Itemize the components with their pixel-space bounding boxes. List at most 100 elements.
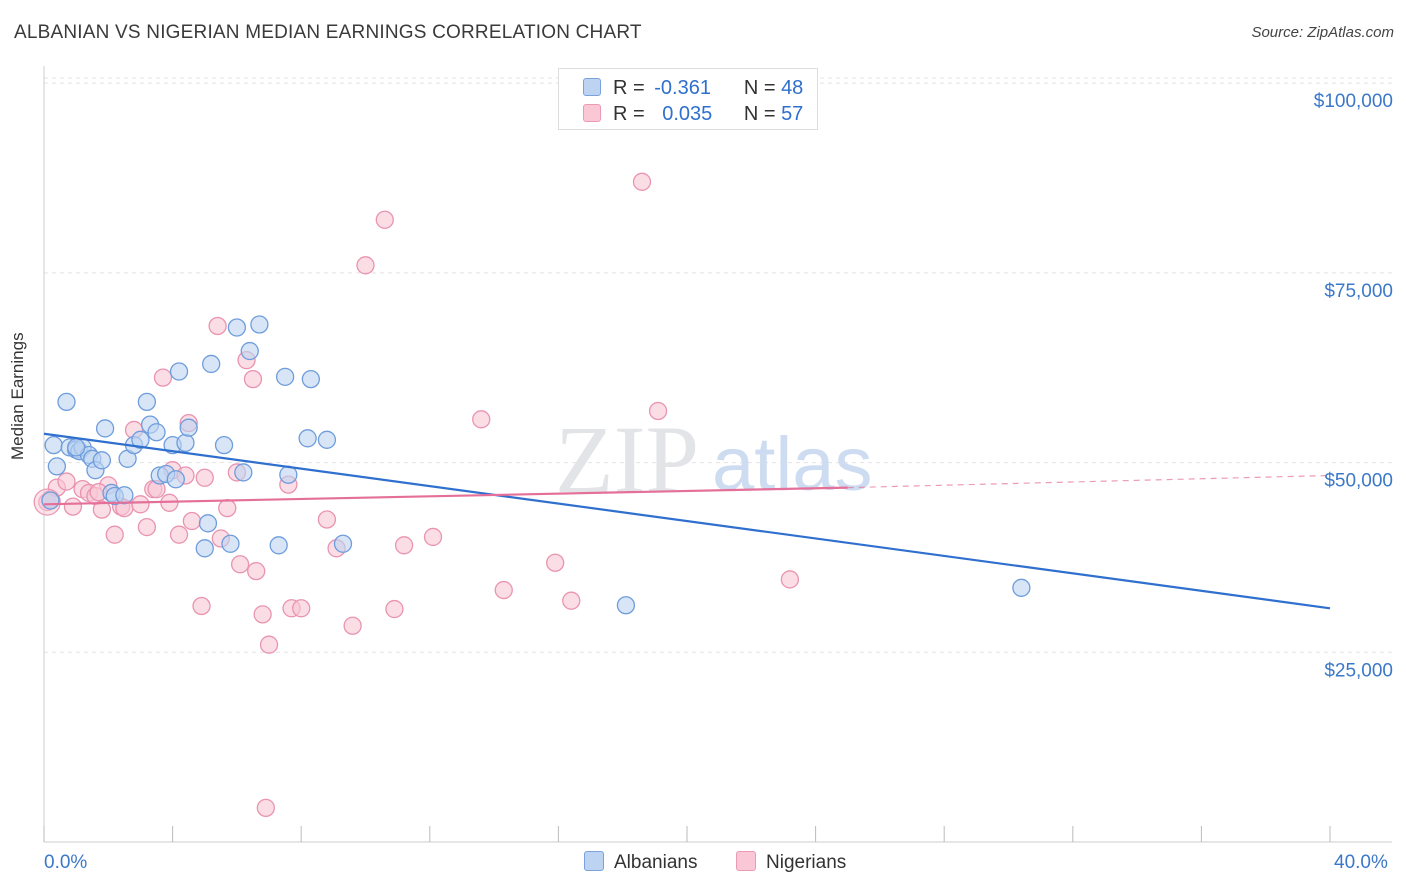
nigerian-point — [292, 599, 311, 618]
albanian-point — [57, 392, 76, 412]
nigerian-point — [394, 536, 414, 555]
nigerian-point — [648, 401, 668, 421]
albanian-point — [214, 435, 234, 455]
nigerian-trend-extension — [847, 474, 1331, 489]
albanian-point — [115, 486, 134, 505]
nigerian-point — [218, 498, 237, 518]
albanian-point — [298, 429, 317, 448]
nigerian-point — [131, 495, 150, 514]
stats-row-nigerian: R = 0.035 N = 57 — [583, 103, 803, 127]
albanian-point — [169, 362, 189, 381]
albanian-point — [202, 354, 221, 374]
y-axis-label: Median Earnings — [8, 332, 27, 460]
albanian-point — [44, 435, 63, 455]
stats-box: R = -0.361 N = 48 R = 0.035 N = 57 — [558, 68, 818, 130]
stats-row-albanian: R = -0.361 N = 48 — [583, 77, 803, 101]
nigerian-point — [208, 316, 227, 336]
nigerian-point — [343, 616, 362, 635]
albanian-point — [227, 318, 247, 337]
nigerian-point — [192, 596, 211, 616]
albanian-r-value: -0.361 — [654, 77, 711, 99]
albanian-point — [147, 423, 166, 442]
albanian-point — [221, 534, 240, 553]
albanian-point — [301, 369, 320, 389]
albanian-point — [240, 341, 259, 361]
chart-title: ALBANIAN VS NIGERIAN MEDIAN EARNINGS COR… — [14, 22, 642, 43]
nigerian-point — [562, 591, 581, 610]
albanian-point — [195, 539, 214, 558]
albanian-n-value: 48 — [781, 77, 804, 99]
nigerian-point — [137, 517, 157, 537]
nigerian-point — [317, 510, 337, 529]
watermark: ZIP atlas — [555, 406, 873, 513]
albanian-point — [137, 392, 157, 412]
nigerian-point — [472, 410, 491, 429]
nigerian-point — [63, 497, 83, 516]
albanian-point — [47, 457, 67, 476]
albanian-point — [176, 433, 195, 453]
nigerian-point — [105, 525, 124, 544]
nigerian-r-value: 0.035 — [662, 103, 713, 125]
legend-albanians-label: Albanians — [614, 852, 698, 873]
nigerian-point — [385, 599, 404, 619]
nigerian-point — [92, 500, 112, 519]
nigerian-point — [259, 635, 279, 654]
legend-nigerians[interactable]: Nigerians — [736, 851, 846, 874]
nigerian-trend-line — [43, 486, 848, 506]
x-tick-min: 0.0% — [44, 852, 88, 873]
nigerian-point — [375, 210, 394, 229]
y-tick-label: $75,000 — [1324, 281, 1393, 302]
albanian-point — [166, 470, 185, 489]
albanian-point — [95, 419, 115, 438]
albanian-trend-line — [43, 432, 1331, 610]
watermark-zip: ZIP — [555, 406, 699, 513]
nigerian-point — [182, 511, 202, 531]
source-label: Source: ZipAtlas.com — [1251, 24, 1394, 41]
albanian-point — [67, 438, 86, 457]
nigerian-point — [423, 527, 443, 547]
albanian-point — [250, 315, 269, 334]
albanian-swatch — [583, 78, 601, 96]
albanians-legend-swatch — [584, 851, 604, 871]
albanian-point — [234, 463, 253, 482]
nigerian-point — [243, 369, 263, 389]
albanian-point — [92, 451, 112, 470]
albanian-point — [198, 514, 218, 533]
n-label: N = — [743, 77, 776, 99]
albanian-point — [616, 596, 636, 615]
nigerian-point — [230, 555, 250, 574]
albanian-point — [275, 367, 295, 386]
albanian-point — [269, 536, 288, 555]
nigerian-point — [356, 256, 375, 275]
nigerian-point — [57, 472, 76, 491]
watermark-atlas: atlas — [712, 422, 873, 507]
albanian-point — [131, 430, 150, 449]
x-tick-max: 40.0% — [1334, 852, 1388, 873]
y-tick-label: $25,000 — [1324, 660, 1393, 681]
albanian-point — [41, 491, 60, 510]
albanian-point — [333, 534, 353, 553]
n-label: N = — [743, 103, 776, 125]
y-tick-label: $50,000 — [1324, 471, 1393, 492]
legend-albanians[interactable]: Albanians — [584, 851, 697, 874]
nigerian-point — [253, 605, 272, 624]
nigerian-point — [195, 468, 214, 487]
nigerian-point — [247, 561, 266, 581]
albanian-point — [317, 430, 337, 449]
nigerian-point — [546, 553, 565, 572]
albanian-point — [179, 418, 198, 437]
nigerian-point — [780, 570, 800, 589]
nigerian-point — [169, 525, 189, 544]
nigerians-legend-swatch — [736, 851, 756, 871]
nigerian-swatch — [583, 104, 601, 122]
legend-nigerians-label: Nigerians — [766, 852, 847, 873]
r-label: R = — [613, 103, 645, 125]
nigerian-point — [256, 798, 275, 818]
nigerian-point — [494, 580, 513, 600]
y-tick-label: $100,000 — [1314, 91, 1393, 112]
r-label: R = — [613, 77, 645, 99]
nigerian-point — [632, 172, 652, 191]
albanian-point — [1012, 578, 1031, 597]
nigerian-point — [153, 368, 173, 387]
